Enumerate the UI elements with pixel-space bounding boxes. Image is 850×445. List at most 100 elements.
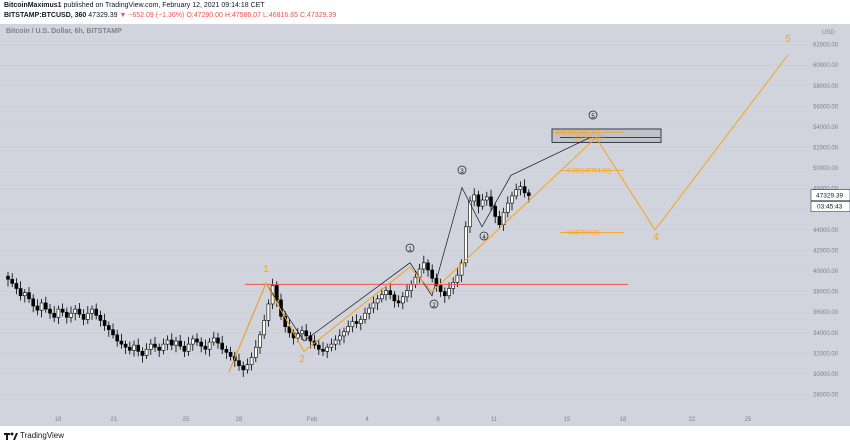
candle-down [241, 365, 245, 371]
last-price-tag [810, 189, 850, 201]
candle-up [333, 339, 338, 345]
wave-label: 2 [432, 303, 436, 309]
candle-up [295, 333, 300, 339]
candle-up [149, 343, 153, 350]
price-tick-label: 62000.00 [813, 43, 839, 49]
candle-down [434, 277, 439, 286]
candle-down [228, 352, 233, 357]
wave-label: 5 [785, 34, 791, 45]
candle-down [304, 330, 309, 337]
author-name[interactable]: BitcoinMaximus1 [4, 2, 62, 9]
fib-level-label: 0.618(53483.40) [556, 130, 600, 136]
candle-down [111, 329, 115, 336]
price-tick-label: 34000.00 [813, 331, 839, 337]
time-tick-label: 21 [111, 417, 118, 423]
candle-down [52, 312, 57, 318]
wave-label: 1 [408, 247, 412, 253]
candle-up [69, 312, 73, 318]
candle-down [123, 343, 128, 348]
candle-up [480, 199, 485, 207]
price-axis-unit: USD [822, 30, 835, 36]
candle-down [77, 308, 82, 315]
candle-down [48, 308, 52, 314]
candle-up [375, 298, 380, 304]
price-tick-label: 42000.00 [813, 248, 839, 254]
candle-up [144, 348, 149, 356]
price-tick-label: 30000.00 [813, 372, 839, 378]
candle-down [426, 262, 430, 271]
author-line: BitcoinMaximus1 published on TradingView… [4, 2, 265, 9]
wave-label: 4 [653, 232, 659, 243]
time-tick-label: 25 [183, 417, 190, 423]
candle-down [182, 345, 187, 352]
candle-down [178, 340, 182, 347]
candle-down [438, 285, 443, 292]
candle-down [224, 348, 229, 353]
candle-up [413, 276, 418, 285]
candle-up [86, 312, 90, 320]
wave-label: 3 [460, 169, 464, 175]
candle-down [60, 308, 65, 313]
candle-up [249, 357, 254, 366]
time-tick-label: 11 [491, 417, 498, 423]
price-tick-label: 44000.00 [813, 228, 839, 234]
price-tick-label: 54000.00 [813, 125, 839, 131]
orange-wave-count-line [228, 54, 789, 373]
candle-down [27, 292, 31, 300]
last-price: 47329.39 [88, 12, 118, 19]
candle-down [287, 326, 292, 334]
tradingview-brand[interactable]: TradingView [20, 431, 65, 440]
candle-up [90, 308, 94, 314]
candle-down [526, 192, 531, 196]
candle-up [132, 344, 136, 351]
candle-down [354, 321, 359, 324]
candle-up [455, 274, 460, 283]
time-tick-label: 8 [436, 417, 440, 423]
candle-up [459, 262, 464, 276]
candle-up [505, 202, 510, 213]
time-tick-label: 22 [689, 417, 696, 423]
candle-up [56, 308, 61, 318]
candle-down [199, 341, 203, 347]
candle-up [329, 343, 334, 348]
candle-down [392, 294, 397, 302]
candle-down [216, 337, 220, 344]
candle-down [203, 345, 208, 350]
price-axis[interactable] [810, 24, 850, 410]
price-tick-label: 40000.00 [813, 269, 839, 275]
candle-down [283, 316, 288, 327]
symbol-line: BITSTAMP:BTCUSD, 360 47329.39 ▼ −652.09 … [4, 12, 336, 19]
time-tick-label: Feb [307, 417, 318, 423]
wave-label: 5 [591, 114, 595, 120]
time-axis[interactable] [0, 410, 850, 426]
candle-down [119, 340, 124, 345]
candle-up [371, 302, 376, 309]
candle-down [153, 343, 157, 348]
last-price-tag-label: 47329.39 [816, 193, 843, 200]
wave-label: 2 [299, 354, 305, 365]
price-tick-label: 56000.00 [813, 104, 839, 110]
candle-up [191, 338, 195, 345]
price-tick-label: 28000.00 [813, 393, 839, 399]
candle-up [165, 339, 170, 345]
candle-up [363, 312, 367, 320]
time-tick-label: 4 [365, 417, 369, 423]
wave-label-circle [429, 299, 439, 309]
candle-up [514, 189, 519, 197]
time-tick-label: 18 [620, 417, 627, 423]
candle-down [497, 216, 502, 226]
candle-up [266, 303, 271, 321]
candle-up [346, 326, 351, 333]
candle-down [136, 344, 140, 352]
wave-label-circle [588, 110, 598, 120]
candle-up [350, 321, 355, 327]
candle-down [157, 346, 161, 351]
ohlc-low: L:46816.65 [263, 12, 299, 19]
chart-subtitle: Bitcoin / U.S. Dollar, 6h, BITSTAMP [6, 28, 122, 35]
candle-up [258, 334, 262, 348]
symbol-label[interactable]: BITSTAMP:BTCUSD, 360 [4, 12, 87, 19]
candle-up [254, 346, 258, 358]
candle-up [421, 262, 426, 270]
candle-up [39, 302, 44, 311]
candle-down [94, 308, 98, 316]
